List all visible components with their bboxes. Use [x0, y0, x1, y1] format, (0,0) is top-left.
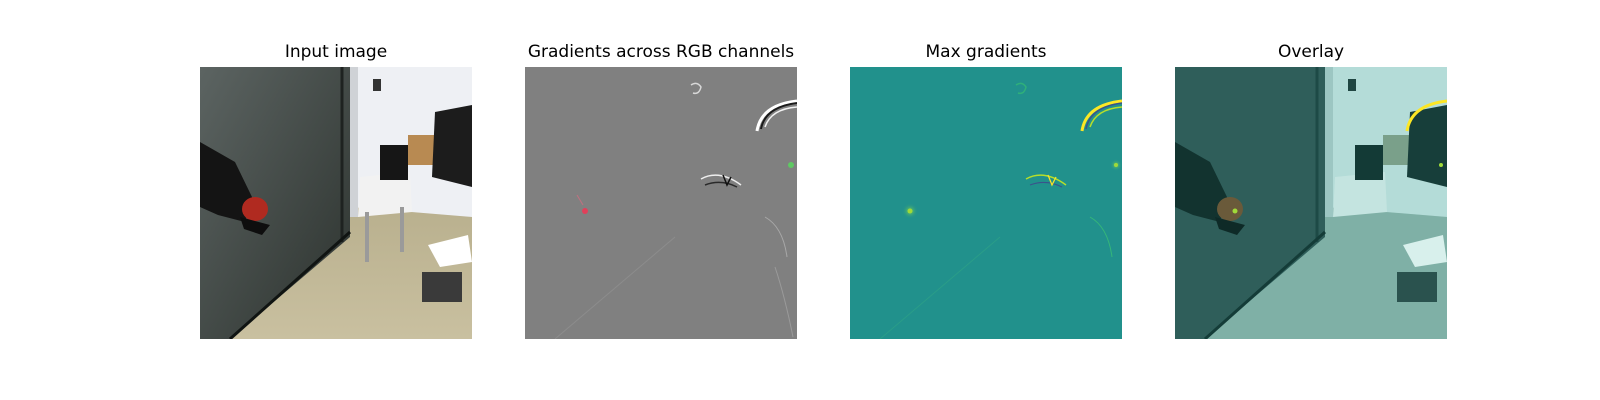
panel-title: Gradients across RGB channels: [527, 42, 795, 62]
rgb-gradient-map: [525, 67, 797, 339]
panel-title: Max gradients: [925, 42, 1047, 62]
overlay-image: [1175, 67, 1447, 339]
max-gradient-map: [850, 67, 1122, 339]
panel-title: Overlay: [1277, 42, 1345, 62]
input-image: [200, 67, 472, 339]
panel-title: Input image: [284, 42, 388, 62]
